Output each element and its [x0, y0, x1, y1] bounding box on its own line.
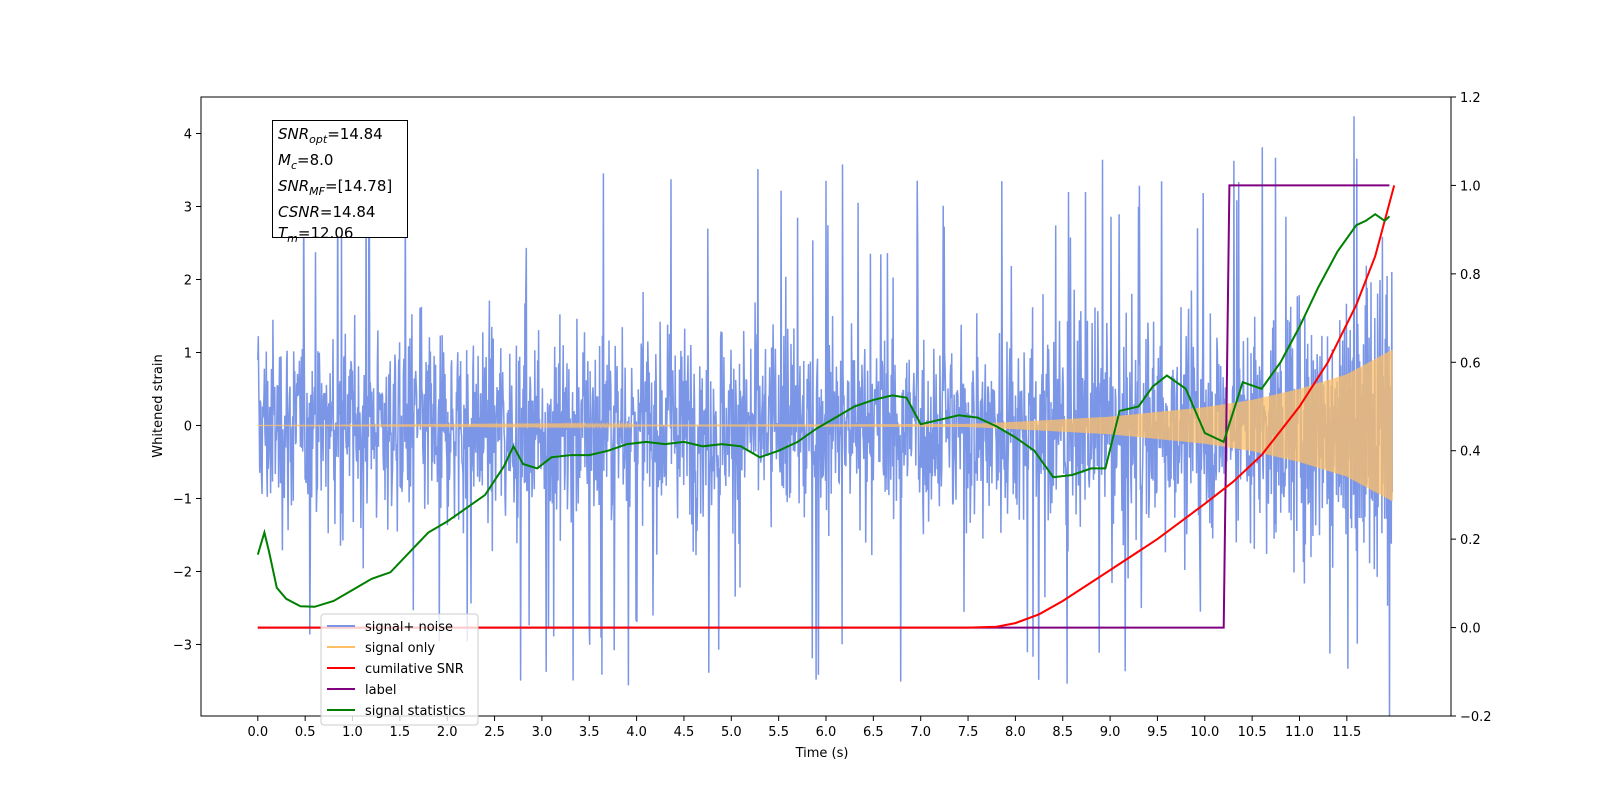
annotation-box: SNRopt=14.84 Mc=8.0 SNRMF=[14.78] CSNR=1…	[272, 120, 408, 245]
legend-entry-label: signal only	[365, 641, 435, 656]
x-tick-label: 0.0	[247, 725, 268, 740]
snr-opt-line: SNRopt=14.84	[278, 125, 383, 146]
plot-area	[256, 116, 1396, 716]
x-tick-label: 2.5	[484, 725, 505, 740]
x-tick-label: 9.0	[1100, 725, 1121, 740]
y-right-tick-label: 0.8	[1460, 268, 1481, 283]
x-tick-label: 1.0	[342, 725, 363, 740]
x-tick-label: 4.5	[674, 725, 695, 740]
y-left-tick-label: −2	[173, 565, 192, 580]
x-tick-label: 7.5	[958, 725, 979, 740]
series-signal-noise-line	[257, 116, 1394, 716]
y-left-tick-label: 1	[184, 346, 192, 361]
x-axis-label: Time (s)	[795, 746, 849, 761]
x-tick-label: 0.5	[295, 725, 316, 740]
legend-entry-label: signal+ noise	[365, 620, 453, 635]
legend-entry-label: cumilative SNR	[365, 662, 464, 677]
y-left-tick-label: −3	[173, 638, 192, 653]
y-right-tick-label: 0.2	[1460, 533, 1481, 548]
legend-entry-label: signal statistics	[365, 704, 466, 719]
y-left-tick-label: 0	[184, 419, 192, 434]
x-tick-label: 10.5	[1238, 725, 1267, 740]
x-axis: 0.0 0.5 1.0 1.5 2.0 2.5 3.0 3.5 4.0 4.5 5.0 5.5 6.0 6…	[247, 716, 1361, 740]
x-tick-label: 5.5	[768, 725, 789, 740]
y-left-tick-label: 4	[184, 127, 192, 142]
series-signal-only-line	[257, 350, 1393, 502]
legend-box	[320, 613, 479, 726]
x-tick-label: 9.5	[1147, 725, 1168, 740]
legend: signal+ noise signal only cumilative SNR la…	[320, 613, 479, 726]
y-right-tick-label: 0.0	[1460, 622, 1481, 637]
y-axis-label: Whitened strain	[151, 354, 166, 457]
x-tick-label: 1.5	[390, 725, 411, 740]
x-tick-label: 11.5	[1332, 725, 1361, 740]
x-tick-label: 8.5	[1052, 725, 1073, 740]
x-tick-label: 4.0	[626, 725, 647, 740]
snr-mf-value: =[14.78]	[325, 177, 393, 195]
snr-mf-line: SNRMF=[14.78]	[278, 177, 393, 198]
x-tick-label: 10.0	[1190, 725, 1219, 740]
y-right-tick-label: −0.2	[1460, 710, 1492, 725]
x-tick-label: 2.0	[437, 725, 458, 740]
series-signal-statistics-line	[256, 212, 1391, 608]
y-axis-right: −0.2 0.0 0.2 0.4 0.6 0.8 1.0 1.2	[1451, 91, 1492, 725]
mc-line: Mc=8.0	[278, 151, 334, 172]
legend-entry-label: label	[365, 683, 396, 698]
tm-line: Tm=12.06	[278, 224, 354, 245]
x-tick-label: 7.0	[910, 725, 931, 740]
y-axis-left: −3 −2 −1 0 1 2 3 4	[173, 127, 201, 653]
x-tick-label: 8.0	[1005, 725, 1026, 740]
x-tick-label: 6.5	[863, 725, 884, 740]
csnr-line: CSNR=14.84	[278, 203, 376, 221]
mc-value: =8.0	[297, 151, 334, 169]
x-tick-label: 11.0	[1285, 725, 1314, 740]
x-tick-label: 6.0	[816, 725, 837, 740]
csnr-value: =14.84	[319, 203, 376, 221]
y-right-tick-label: 0.4	[1460, 445, 1481, 460]
snr-opt-value: =14.84	[327, 125, 383, 143]
y-left-tick-label: −1	[173, 492, 192, 507]
y-left-tick-label: 3	[184, 200, 192, 215]
x-tick-label: 3.0	[532, 725, 553, 740]
y-right-tick-label: 0.6	[1460, 356, 1481, 371]
series-cumulative-snr-line	[257, 185, 1396, 629]
x-tick-label: 5.0	[721, 725, 742, 740]
y-right-tick-label: 1.0	[1460, 179, 1481, 194]
x-tick-label: 3.5	[579, 725, 600, 740]
y-right-tick-label: 1.2	[1460, 91, 1481, 106]
tm-value: =12.06	[297, 224, 354, 242]
y-left-tick-label: 2	[184, 273, 192, 288]
